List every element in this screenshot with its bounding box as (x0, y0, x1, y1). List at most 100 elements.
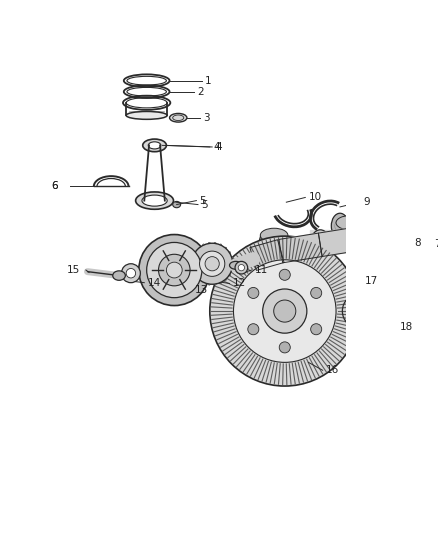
Ellipse shape (202, 244, 206, 249)
Ellipse shape (142, 195, 167, 206)
Text: 4: 4 (213, 142, 219, 152)
Text: 6: 6 (51, 181, 57, 191)
Text: 15: 15 (66, 265, 80, 275)
Circle shape (159, 254, 190, 286)
Text: 4: 4 (215, 142, 222, 152)
Polygon shape (318, 227, 362, 256)
Ellipse shape (191, 268, 197, 271)
Polygon shape (271, 236, 291, 266)
Ellipse shape (375, 241, 403, 255)
Circle shape (248, 287, 259, 298)
Polygon shape (388, 216, 410, 248)
Circle shape (233, 260, 336, 362)
Text: 5: 5 (200, 196, 206, 206)
Text: 2: 2 (197, 87, 204, 96)
Text: 6: 6 (51, 181, 57, 191)
Ellipse shape (371, 239, 388, 264)
Text: 11: 11 (255, 265, 268, 275)
Circle shape (354, 305, 365, 317)
Ellipse shape (213, 280, 216, 285)
Text: 3: 3 (204, 113, 210, 123)
Ellipse shape (136, 192, 173, 209)
Ellipse shape (406, 248, 417, 256)
Text: 18: 18 (400, 322, 413, 332)
Circle shape (205, 256, 219, 271)
Circle shape (279, 342, 290, 353)
Ellipse shape (336, 216, 364, 230)
Circle shape (248, 324, 259, 335)
Circle shape (200, 251, 225, 277)
Ellipse shape (208, 243, 211, 248)
Text: 12: 12 (233, 278, 246, 288)
Ellipse shape (259, 231, 276, 253)
Ellipse shape (218, 244, 222, 249)
Ellipse shape (331, 213, 349, 238)
Ellipse shape (388, 216, 410, 248)
Text: 16: 16 (326, 365, 339, 375)
Polygon shape (279, 233, 322, 263)
Ellipse shape (198, 247, 202, 252)
Text: 8: 8 (414, 238, 421, 248)
Circle shape (139, 235, 210, 305)
Polygon shape (244, 246, 262, 272)
Ellipse shape (223, 276, 227, 280)
Text: 5: 5 (201, 199, 208, 209)
Ellipse shape (170, 114, 187, 122)
Circle shape (166, 262, 182, 278)
Ellipse shape (350, 223, 370, 254)
Circle shape (366, 309, 370, 313)
Ellipse shape (208, 280, 211, 285)
Text: 7: 7 (434, 239, 438, 249)
Ellipse shape (213, 243, 216, 248)
Ellipse shape (113, 271, 125, 280)
Ellipse shape (226, 272, 230, 276)
Polygon shape (250, 240, 284, 270)
Ellipse shape (202, 278, 206, 284)
Circle shape (358, 317, 362, 321)
Ellipse shape (292, 245, 309, 270)
Circle shape (238, 264, 244, 271)
Ellipse shape (382, 317, 393, 325)
Circle shape (350, 309, 354, 313)
Circle shape (274, 300, 296, 322)
Text: 10: 10 (308, 192, 321, 203)
Ellipse shape (191, 257, 197, 260)
Ellipse shape (228, 268, 233, 271)
Ellipse shape (198, 276, 202, 280)
Circle shape (147, 243, 202, 297)
Text: 17: 17 (365, 276, 378, 286)
Ellipse shape (148, 142, 161, 149)
Ellipse shape (230, 261, 242, 269)
Ellipse shape (310, 230, 331, 260)
Ellipse shape (228, 257, 233, 260)
Circle shape (358, 301, 362, 305)
Ellipse shape (143, 139, 166, 152)
Circle shape (311, 287, 322, 298)
Ellipse shape (223, 247, 227, 252)
Circle shape (121, 264, 140, 282)
Circle shape (279, 269, 290, 280)
Ellipse shape (244, 246, 262, 272)
Ellipse shape (194, 272, 199, 276)
Ellipse shape (228, 262, 234, 265)
Circle shape (349, 300, 371, 322)
Circle shape (235, 261, 247, 274)
Ellipse shape (218, 278, 222, 284)
Polygon shape (358, 221, 401, 250)
Ellipse shape (126, 111, 167, 119)
Text: 1: 1 (205, 76, 212, 86)
Circle shape (311, 324, 322, 335)
Ellipse shape (297, 254, 324, 268)
Ellipse shape (260, 228, 288, 243)
Polygon shape (310, 230, 331, 260)
Text: 9: 9 (363, 197, 370, 207)
Ellipse shape (238, 263, 252, 272)
Circle shape (343, 294, 377, 328)
Circle shape (210, 236, 360, 386)
Polygon shape (350, 223, 370, 254)
Ellipse shape (194, 252, 199, 255)
Ellipse shape (271, 236, 291, 266)
Text: 13: 13 (195, 285, 208, 295)
Circle shape (126, 269, 136, 278)
Ellipse shape (191, 262, 196, 265)
